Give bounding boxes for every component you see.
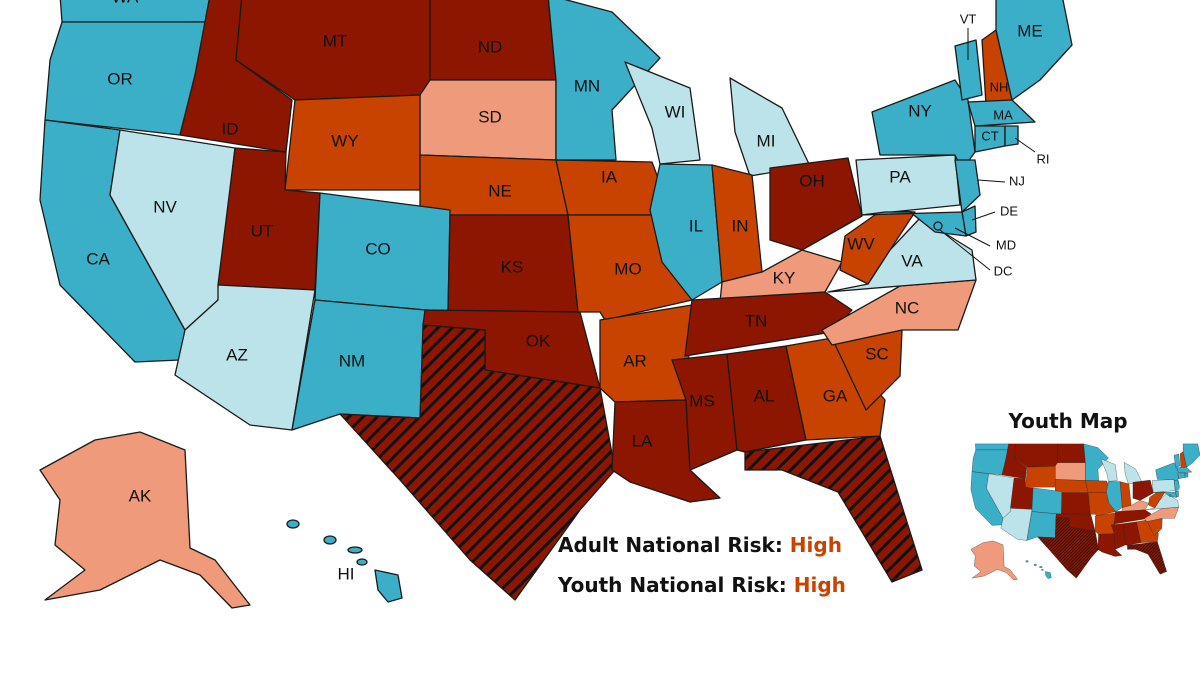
risk-value: High bbox=[790, 533, 842, 557]
state-label: VA bbox=[901, 251, 923, 270]
state-label: VT bbox=[960, 11, 977, 26]
leader-line bbox=[939, 229, 991, 271]
state bbox=[286, 519, 403, 603]
state-label: OR bbox=[107, 69, 133, 88]
state-label: CA bbox=[86, 249, 110, 268]
state bbox=[726, 345, 807, 453]
state-label: NC bbox=[895, 298, 920, 317]
state-label: KY bbox=[773, 268, 796, 287]
state-label: ND bbox=[478, 37, 503, 56]
state bbox=[624, 61, 701, 165]
state bbox=[954, 159, 981, 213]
risk-label: Adult National Risk: bbox=[558, 533, 783, 557]
state-label: LA bbox=[632, 431, 653, 450]
state-label: NH bbox=[990, 79, 1009, 94]
state-label: DE bbox=[1000, 203, 1018, 218]
state-label: MS bbox=[689, 391, 715, 410]
state-label: OK bbox=[526, 331, 551, 350]
state-label: ID bbox=[222, 119, 239, 138]
state-label: NM bbox=[339, 351, 365, 370]
state bbox=[547, 0, 661, 161]
state-label: MD bbox=[996, 237, 1016, 252]
state-label: MO bbox=[614, 259, 641, 278]
state-label: AR bbox=[623, 351, 647, 370]
state-label: MN bbox=[574, 76, 600, 95]
state bbox=[339, 324, 616, 601]
state-label: IA bbox=[601, 167, 618, 186]
state-label: GA bbox=[823, 386, 848, 405]
state bbox=[995, 0, 1073, 101]
state-label: UT bbox=[251, 221, 274, 240]
state bbox=[933, 221, 943, 231]
state-label: NY bbox=[908, 101, 932, 120]
state-label: WA bbox=[112, 0, 139, 6]
state-label: NV bbox=[153, 197, 177, 216]
state-label: TN bbox=[745, 311, 768, 330]
risk-label: Youth National Risk: bbox=[557, 573, 787, 597]
state-label: WV bbox=[847, 234, 875, 253]
state bbox=[744, 435, 923, 583]
state-label: PA bbox=[889, 167, 911, 186]
state bbox=[729, 77, 811, 177]
state bbox=[39, 431, 251, 609]
youth-map: Youth Map bbox=[970, 409, 1200, 581]
state-label: HI bbox=[338, 564, 355, 583]
leader-line bbox=[977, 179, 1006, 183]
leader-line bbox=[1014, 137, 1036, 153]
state-label: AL bbox=[754, 386, 775, 405]
national-risk: Adult National Risk: High Youth National… bbox=[557, 533, 846, 597]
state-label: CO bbox=[365, 239, 391, 258]
state bbox=[967, 99, 1036, 127]
youth-map-shapes bbox=[970, 443, 1200, 581]
state-label: SC bbox=[865, 344, 889, 363]
state-label: OH bbox=[799, 171, 825, 190]
state bbox=[785, 337, 886, 441]
state-label: AZ bbox=[226, 345, 248, 364]
state-shapes bbox=[39, 0, 1073, 609]
leader-line bbox=[954, 227, 991, 247]
state-label: IN bbox=[732, 216, 749, 235]
state-label: DC bbox=[994, 263, 1013, 278]
state-label: SD bbox=[478, 107, 502, 126]
state-label: CT bbox=[981, 128, 998, 143]
state-label: NE bbox=[488, 181, 512, 200]
state bbox=[1004, 125, 1019, 147]
adult-risk: Adult National Risk: High bbox=[558, 533, 842, 557]
state-label: MA bbox=[993, 107, 1013, 122]
state-label: KS bbox=[501, 257, 524, 276]
state-label: IL bbox=[689, 216, 703, 235]
youth-map-title: Youth Map bbox=[1007, 409, 1127, 433]
youth-risk: Youth National Risk: High bbox=[557, 573, 846, 597]
state-label: NJ bbox=[1009, 173, 1025, 188]
state bbox=[671, 353, 738, 471]
risk-value: High bbox=[794, 573, 846, 597]
state-labels: WA OR ID MT ND SD WY NE CA NV UT CO AZ N… bbox=[86, 0, 1049, 583]
state-label: MI bbox=[757, 131, 776, 150]
state bbox=[855, 154, 961, 216]
state bbox=[174, 284, 316, 431]
state-label: WI bbox=[665, 102, 686, 121]
state-label: MT bbox=[323, 31, 348, 50]
state-label: AK bbox=[129, 486, 152, 505]
leader-line bbox=[971, 211, 996, 221]
state bbox=[954, 39, 983, 101]
state-label: WY bbox=[331, 131, 358, 150]
state bbox=[769, 157, 863, 251]
state-label: RI bbox=[1037, 151, 1050, 166]
state-label: ME bbox=[1017, 21, 1043, 40]
